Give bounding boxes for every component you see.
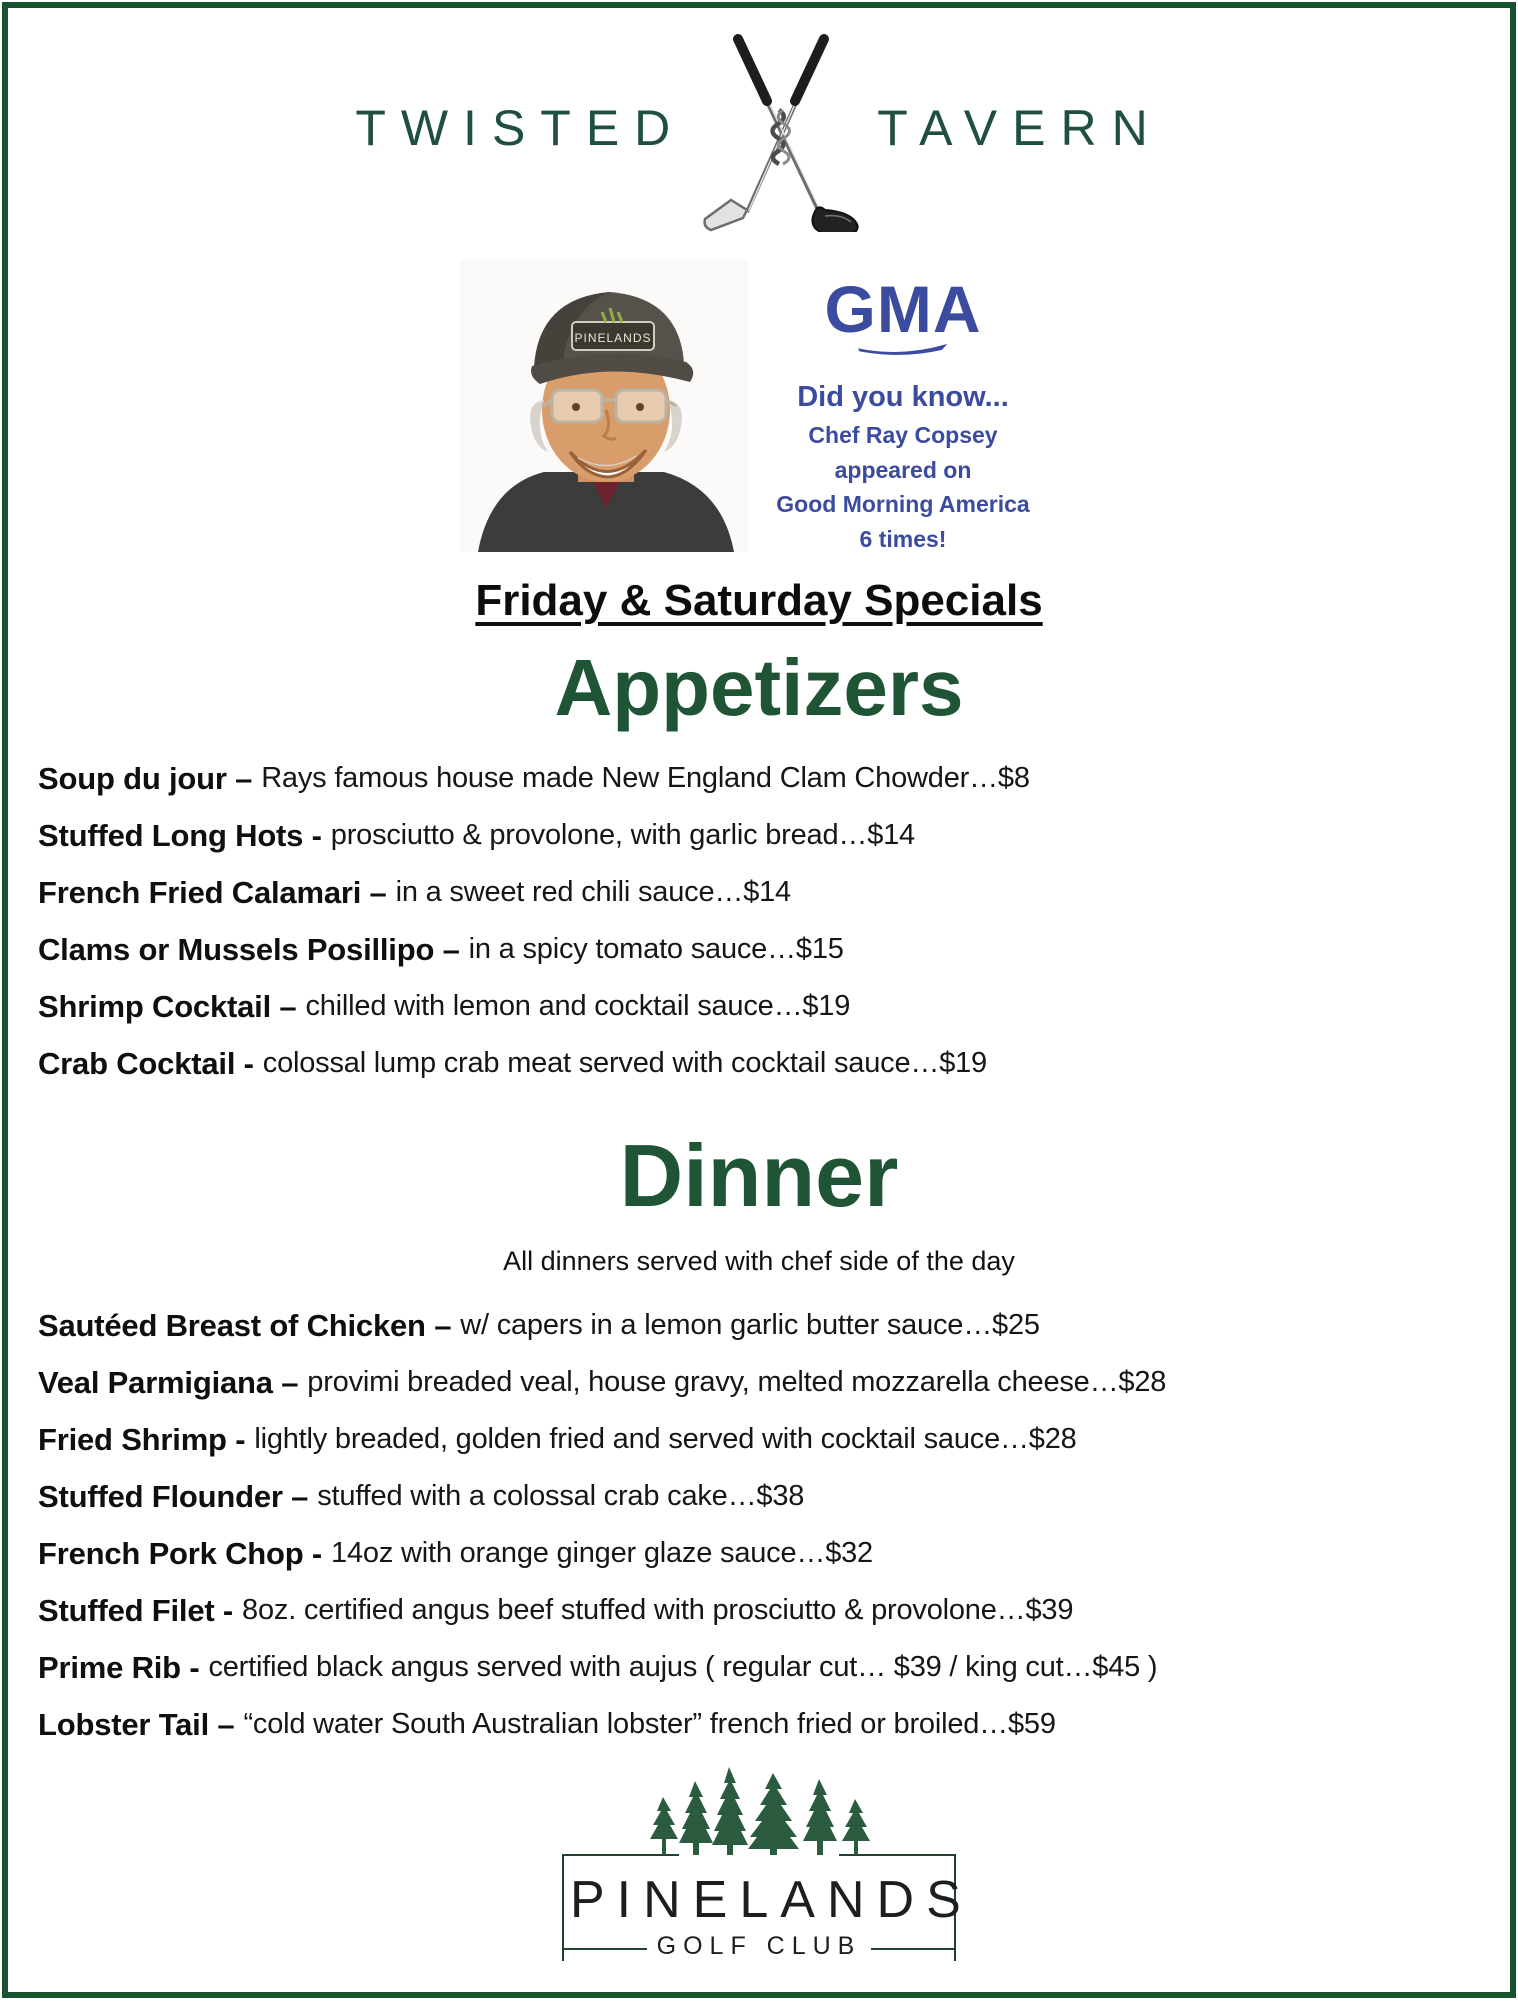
gma-line-3: appeared on bbox=[834, 456, 972, 483]
item-desc: certified black angus served with aujus … bbox=[208, 1651, 1158, 1683]
brand-header: TWISTED TAVERN bbox=[8, 8, 1510, 234]
chef-photo-illustration: PINELANDS bbox=[460, 260, 748, 552]
menu-item: Sautéed Breast of Chicken – w/ capers in … bbox=[38, 1297, 1480, 1354]
appetizers-list: Soup du jour – Rays famous house made New… bbox=[8, 750, 1510, 1092]
gma-line-5: 6 times! bbox=[859, 525, 947, 552]
item-name: Soup du jour – bbox=[38, 760, 253, 796]
item-desc: 14oz with orange ginger glaze sauce…$32 bbox=[331, 1537, 873, 1569]
item-desc: in a spicy tomato sauce…$15 bbox=[468, 933, 844, 965]
item-desc: provimi breaded veal, house gravy, melte… bbox=[307, 1366, 1167, 1398]
item-name: Prime Rib - bbox=[38, 1649, 200, 1685]
item-name: Fried Shrimp - bbox=[38, 1421, 246, 1457]
section-title-appetizers: Appetizers bbox=[554, 643, 964, 732]
promo-block: PINELANDS GMA bbox=[8, 260, 1510, 552]
menu-item: Stuffed Filet -8oz. certified angus beef… bbox=[38, 1582, 1480, 1639]
menu-item: Clams or Mussels Posillipo – in a spicy t… bbox=[38, 921, 1480, 978]
item-desc: 8oz. certified angus beef stuffed with p… bbox=[242, 1594, 1074, 1626]
menu-item: Prime Rib - certified black angus served … bbox=[38, 1639, 1480, 1696]
pine-trees-icon bbox=[650, 1767, 870, 1855]
menu-item: French Fried Calamari – in a sweet red ch… bbox=[38, 864, 1480, 921]
gma-block: GMA Did you know... Chef Ray Copsey appe… bbox=[748, 260, 1058, 552]
brand-right-text: TAVERN bbox=[877, 100, 1163, 156]
item-desc: lightly breaded, golden fried and served… bbox=[254, 1423, 1077, 1455]
chef-photo: PINELANDS bbox=[460, 260, 748, 552]
svg-text:PINELANDS: PINELANDS bbox=[574, 331, 651, 345]
menu-item: Fried Shrimp - lightly breaded, golden fr… bbox=[38, 1411, 1480, 1468]
item-name: Stuffed Long Hots - bbox=[38, 817, 322, 853]
box-bottom-border: GOLF CLUB bbox=[564, 1932, 955, 1963]
menu-item: Veal Parmigiana – provimi breaded veal, h… bbox=[38, 1354, 1480, 1411]
menu-item: Stuffed Long Hots - prosciutto & provolon… bbox=[38, 807, 1480, 864]
gma-swoosh-icon bbox=[858, 344, 948, 355]
item-name: Veal Parmigiana – bbox=[38, 1364, 299, 1400]
club-name-box: PINELANDS GOLF CLUB bbox=[562, 1854, 973, 1963]
dinner-note: All dinners served with chef side of the… bbox=[503, 1246, 1015, 1276]
menu-item: French Pork Chop -14oz with orange ginge… bbox=[38, 1525, 1480, 1582]
dinner-list: Sautéed Breast of Chicken – w/ capers in … bbox=[8, 1297, 1510, 1753]
gma-line-4: Good Morning America bbox=[776, 491, 1030, 518]
club-sub-text: GOLF CLUB bbox=[656, 1932, 862, 1960]
item-name: Sautéed Breast of Chicken – bbox=[38, 1307, 452, 1343]
item-desc: “cold water South Australian lobster” fr… bbox=[243, 1708, 1056, 1740]
item-desc: Rays famous house made New England Clam … bbox=[261, 762, 1030, 794]
club-name-text: PINELANDS bbox=[570, 1871, 973, 1929]
item-name: Stuffed Filet - bbox=[38, 1592, 234, 1628]
item-name: Clams or Mussels Posillipo – bbox=[38, 931, 460, 967]
gma-line-1: Did you know... bbox=[797, 380, 1009, 413]
menu-item: Soup du jour – Rays famous house made New… bbox=[38, 750, 1480, 807]
section-title-dinner: Dinner bbox=[619, 1126, 899, 1225]
menu-item: Lobster Tail – “cold water South Australi… bbox=[38, 1696, 1480, 1753]
item-desc: prosciutto & provolone, with garlic brea… bbox=[330, 819, 915, 851]
item-desc: chilled with lemon and cocktail sauce…$1… bbox=[305, 990, 851, 1022]
gma-logo-text: GMA bbox=[824, 272, 982, 346]
specials-title: Friday & Saturday Specials bbox=[475, 576, 1043, 625]
item-desc: colossal lump crab meat served with cock… bbox=[262, 1047, 987, 1079]
box-top-border bbox=[564, 1854, 954, 1856]
item-name: Stuffed Flounder – bbox=[38, 1478, 309, 1514]
crossed-golf-clubs-icon bbox=[703, 34, 859, 232]
club-logo: PINELANDS GOLF CLUB bbox=[8, 1763, 1510, 1961]
item-name: Crab Cocktail - bbox=[38, 1045, 254, 1081]
gma-line-2: Chef Ray Copsey bbox=[808, 422, 998, 449]
menu-item: Crab Cocktail - colossal lump crab meat s… bbox=[38, 1035, 1480, 1092]
brand-left-text: TWISTED bbox=[355, 100, 686, 156]
item-desc: w/ capers in a lemon garlic butter sauce… bbox=[460, 1309, 1040, 1341]
menu-item: Stuffed Flounder – stuffed with a colossa… bbox=[38, 1468, 1480, 1525]
item-name: Lobster Tail – bbox=[38, 1706, 235, 1742]
item-name: French Pork Chop - bbox=[38, 1535, 323, 1571]
item-desc: stuffed with a colossal crab cake…$38 bbox=[317, 1480, 805, 1512]
menu-item: Shrimp Cocktail – chilled with lemon and … bbox=[38, 978, 1480, 1035]
item-name: Shrimp Cocktail – bbox=[38, 988, 297, 1024]
item-name: French Fried Calamari – bbox=[38, 874, 387, 910]
item-desc: in a sweet red chili sauce…$14 bbox=[395, 876, 792, 908]
